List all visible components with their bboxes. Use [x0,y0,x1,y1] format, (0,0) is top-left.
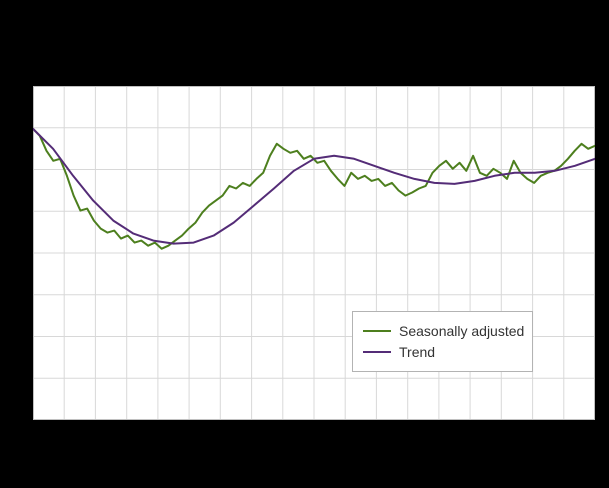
plot-area: Seasonally adjusted Trend [33,86,595,420]
legend-item-seasonally-adjusted: Seasonally adjusted [363,323,525,339]
legend-item-trend: Trend [363,345,522,359]
legend-line-swatch-seasonally-adjusted [363,330,391,332]
series-line-trend [33,127,595,245]
legend: Seasonally adjusted Trend [352,311,533,372]
plot-border [33,86,595,420]
legend-line-swatch-trend [363,351,391,353]
legend-label-trend: Trend [399,344,436,360]
legend-label-seasonally-adjusted: Seasonally adjusted [399,323,525,339]
